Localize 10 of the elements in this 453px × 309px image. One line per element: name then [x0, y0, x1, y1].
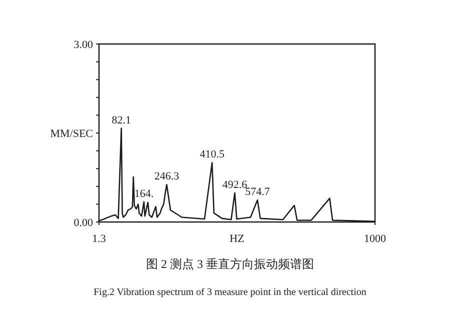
xlabel: HZ	[230, 233, 244, 245]
subtitle: Fig.2 Vibration spectrum of 3 measure point in the vertical direction	[94, 287, 366, 298]
ylabel: MM/SEC	[50, 128, 93, 140]
title: 图 2 测点 3 垂直方向振动频谱图	[146, 257, 314, 271]
annotation: 410.5	[200, 148, 224, 161]
annotation: 574.7	[245, 186, 270, 198]
annotation: 492.6	[222, 178, 248, 191]
annotation: 82.1	[112, 114, 131, 126]
annotation: 164.	[134, 188, 154, 200]
annotation: 246.3	[154, 170, 180, 183]
